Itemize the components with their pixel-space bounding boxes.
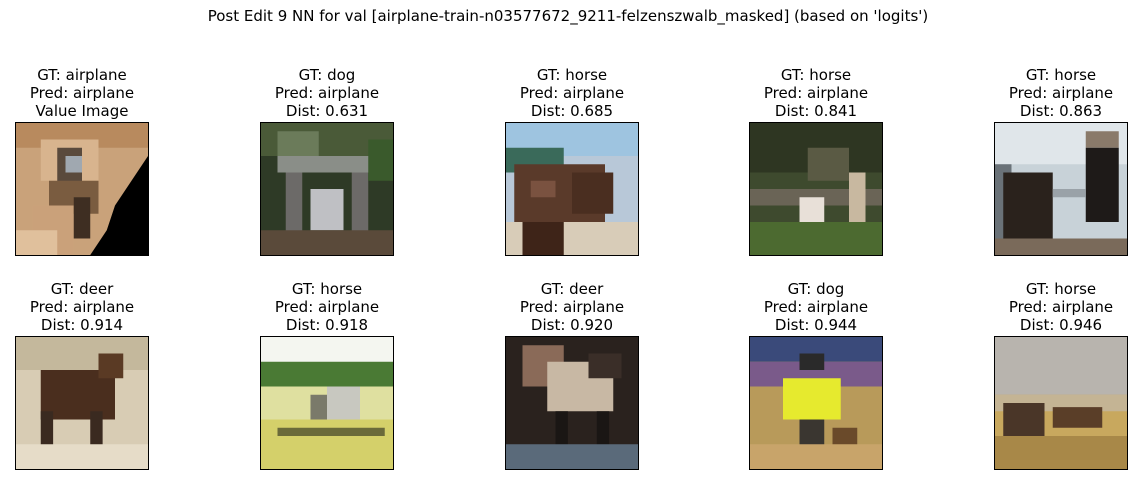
panel-pred-label: Pred: airplane: [29, 84, 135, 102]
panel-pred-label: Pred: airplane: [1008, 298, 1114, 316]
panel-neighbor-2: GT: horse Pred: airplane Dist: 0.685: [472, 66, 672, 256]
neighbor-thumbnail: [749, 336, 883, 470]
panel-dist-label: Dist: 0.685: [530, 102, 614, 120]
panel-gt-label: GT: horse: [780, 66, 852, 84]
panel-dist-label: Dist: 0.863: [1019, 102, 1103, 120]
panel-neighbor-1: GT: dog Pred: airplane Dist: 0.631: [227, 66, 427, 256]
panel-gt-label: GT: deer: [50, 280, 114, 298]
neighbor-thumbnail: [505, 122, 639, 256]
panel-gt-label: GT: deer: [540, 280, 604, 298]
panel-gt-label: GT: horse: [291, 280, 363, 298]
neighbor-thumbnail: [15, 336, 149, 470]
panel-pred-label: Pred: airplane: [1008, 84, 1114, 102]
panel-neighbor-4: GT: horse Pred: airplane Dist: 0.863: [961, 66, 1136, 256]
panel-neighbor-5: GT: deer Pred: airplane Dist: 0.914: [0, 280, 182, 470]
panel-dist-label: Dist: 0.914: [40, 316, 124, 334]
panel-neighbor-8: GT: dog Pred: airplane Dist: 0.944: [716, 280, 916, 470]
panel-pred-label: Pred: airplane: [519, 298, 625, 316]
panel-gt-label: GT: airplane: [37, 66, 127, 84]
panel-extra-label: Value Image: [35, 102, 129, 120]
panel-pred-label: Pred: airplane: [274, 298, 380, 316]
neighbor-thumbnail: [505, 336, 639, 470]
panel-gt-label: GT: horse: [536, 66, 608, 84]
figure-title: Post Edit 9 NN for val [airplane-train-n…: [207, 7, 929, 25]
panel-pred-label: Pred: airplane: [763, 84, 869, 102]
neighbor-thumbnail: [260, 122, 394, 256]
panel-pred-label: Pred: airplane: [763, 298, 869, 316]
value-image-thumbnail: [15, 122, 149, 256]
panel-pred-label: Pred: airplane: [29, 298, 135, 316]
panel-dist-label: Dist: 0.920: [530, 316, 614, 334]
panel-neighbor-9: GT: horse Pred: airplane Dist: 0.946: [961, 280, 1136, 470]
neighbor-thumbnail: [749, 122, 883, 256]
panel-dist-label: Dist: 0.946: [1019, 316, 1103, 334]
panel-dist-label: Dist: 0.631: [285, 102, 369, 120]
panel-dist-label: Dist: 0.944: [774, 316, 858, 334]
neighbor-thumbnail: [260, 336, 394, 470]
panel-neighbor-3: GT: horse Pred: airplane Dist: 0.841: [716, 66, 916, 256]
panel-value-image: GT: airplane Pred: airplane Value Image: [0, 66, 182, 256]
panel-gt-label: GT: dog: [298, 66, 356, 84]
panel-pred-label: Pred: airplane: [519, 84, 625, 102]
panel-gt-label: GT: horse: [1025, 66, 1097, 84]
panel-gt-label: GT: dog: [787, 280, 845, 298]
panel-pred-label: Pred: airplane: [274, 84, 380, 102]
panel-neighbor-7: GT: deer Pred: airplane Dist: 0.920: [472, 280, 672, 470]
neighbor-thumbnail: [994, 122, 1128, 256]
neighbor-thumbnail: [994, 336, 1128, 470]
panel-gt-label: GT: horse: [1025, 280, 1097, 298]
panel-neighbor-6: GT: horse Pred: airplane Dist: 0.918: [227, 280, 427, 470]
panel-dist-label: Dist: 0.918: [285, 316, 369, 334]
panel-dist-label: Dist: 0.841: [774, 102, 858, 120]
